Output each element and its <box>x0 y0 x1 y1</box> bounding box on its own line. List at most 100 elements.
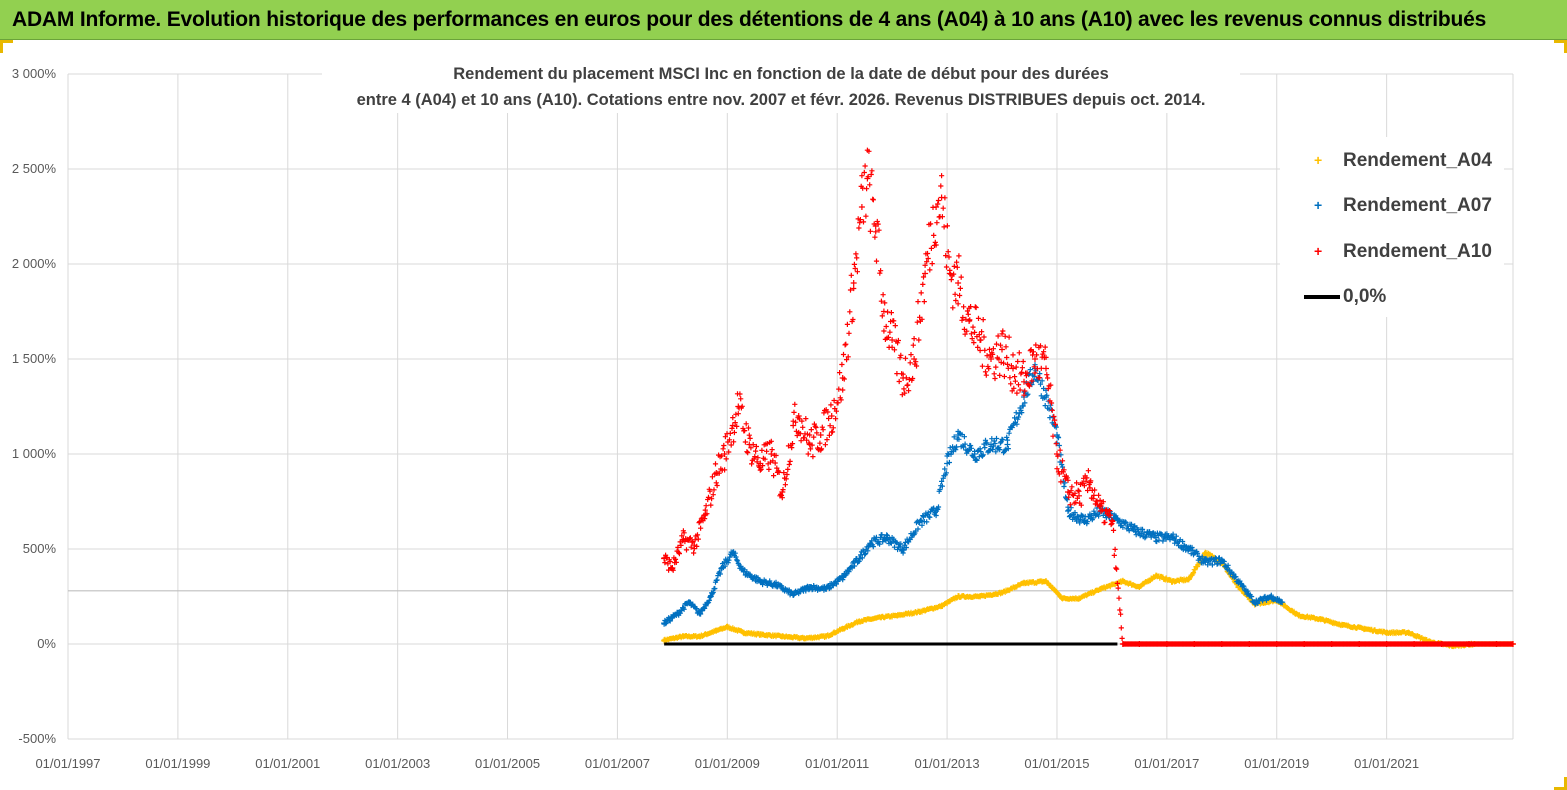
data-point-Rendement_A10 <box>1092 501 1098 507</box>
data-point-Rendement_A10 <box>679 533 685 539</box>
data-point-Rendement_A10 <box>1002 333 1008 339</box>
data-point-Rendement_A07 <box>1249 594 1255 600</box>
data-point-Rendement_A07 <box>1042 403 1048 409</box>
data-point-Rendement_A07 <box>948 451 954 457</box>
data-point-Rendement_A10 <box>975 344 981 350</box>
data-point-Rendement_A10 <box>880 292 886 298</box>
data-point-Rendement_A07 <box>973 456 979 463</box>
data-point-Rendement_A10 <box>731 429 737 436</box>
data-point-Rendement_A10 <box>789 441 796 447</box>
data-point-Rendement_A10 <box>676 551 682 557</box>
data-point-Rendement_A10 <box>928 221 934 227</box>
data-point-Rendement_A07 <box>790 591 797 598</box>
data-point-Rendement_A10 <box>879 313 885 319</box>
data-point-Rendement_A07 <box>1202 559 1209 566</box>
data-point-Rendement_A04 <box>1152 572 1159 579</box>
data-point-Rendement_A10 <box>1024 370 1030 376</box>
data-point-Rendement_A10 <box>1052 417 1058 423</box>
data-point-Rendement_A10 <box>753 448 759 454</box>
data-point-Rendement_A10 <box>807 432 813 438</box>
data-point-Rendement_A07 <box>685 599 692 606</box>
data-point-Rendement_A07 <box>895 546 901 553</box>
data-point-Rendement_A10 <box>818 446 825 452</box>
data-point-Rendement_A04 <box>740 629 747 636</box>
data-point-Rendement_A10 <box>852 265 858 272</box>
data-point-Rendement_A07 <box>705 600 711 606</box>
data-point-Rendement_A10 <box>1027 348 1033 354</box>
data-point-Rendement_A10 <box>955 280 962 286</box>
data-point-Rendement_A10 <box>839 361 845 368</box>
data-point-Rendement_A10 <box>1116 595 1122 601</box>
data-point-Rendement_A10 <box>948 277 954 283</box>
data-point-Rendement_A10 <box>781 470 787 476</box>
data-point-Rendement_A04 <box>878 614 885 621</box>
data-point-Rendement_A10 <box>1043 354 1049 360</box>
data-point-Rendement_A07 <box>661 620 668 627</box>
data-point-Rendement_A10 <box>844 321 850 327</box>
data-point-Rendement_A10 <box>877 270 883 276</box>
corner-mark-bottom-right <box>1554 777 1567 790</box>
data-point-Rendement_A07 <box>943 470 949 476</box>
data-point-Rendement_A10 <box>867 182 873 188</box>
data-point-Rendement_A10 <box>837 370 843 376</box>
data-point-Rendement_A10 <box>800 424 806 430</box>
data-point-Rendement_A10 <box>826 432 832 438</box>
data-point-Rendement_A10 <box>1057 447 1063 453</box>
legend-label-a04: Rendement_A04 <box>1343 150 1492 171</box>
data-point-Rendement_A10 <box>683 547 690 553</box>
data-point-Rendement_A10 <box>1053 441 1059 447</box>
data-point-Rendement_A10 <box>1029 378 1035 384</box>
data-point-Rendement_A10 <box>758 466 764 472</box>
data-point-Rendement_A10 <box>891 347 898 353</box>
data-point-Rendement_A10 <box>702 516 708 522</box>
data-point-Rendement_A10 <box>774 465 780 471</box>
data-point-Rendement_A10 <box>951 263 957 269</box>
data-point-Rendement_A10 <box>738 396 744 402</box>
data-point-Rendement_A10 <box>1052 421 1058 427</box>
data-point-Rendement_A07 <box>867 540 874 547</box>
data-point-Rendement_A10 <box>872 234 878 240</box>
data-point-Rendement_A07 <box>848 564 854 570</box>
data-point-Rendement_A04 <box>894 612 901 619</box>
data-point-Rendement_A10 <box>1048 400 1055 406</box>
data-point-Rendement_A10 <box>776 469 782 475</box>
data-point-Rendement_A10 <box>748 445 754 451</box>
y-tick-label: 1 000% <box>12 446 57 461</box>
data-point-Rendement_A07 <box>927 514 933 520</box>
data-point-Rendement_A10 <box>766 466 772 472</box>
data-point-Rendement_A10 <box>982 347 988 353</box>
legend-item-a07: + Rendement_A07 <box>1280 192 1504 220</box>
data-point-Rendement_A10 <box>984 353 990 359</box>
data-point-Rendement_A07 <box>1245 588 1251 594</box>
data-point-Rendement_A10 <box>726 437 733 443</box>
data-point-Rendement_A07 <box>879 532 885 538</box>
data-point-Rendement_A10 <box>982 369 989 375</box>
data-point-Rendement_A10 <box>1015 358 1021 365</box>
data-point-Rendement_A10 <box>925 255 931 262</box>
data-point-Rendement_A10 <box>729 425 735 431</box>
data-point-Rendement_A10 <box>722 467 728 473</box>
data-point-Rendement_A07 <box>1058 452 1064 458</box>
data-point-Rendement_A10 <box>808 427 814 433</box>
data-point-Rendement_A10 <box>873 229 879 235</box>
data-point-Rendement_A07 <box>903 544 909 551</box>
data-point-Rendement_A07 <box>982 437 989 443</box>
data-point-Rendement_A10 <box>996 356 1002 362</box>
data-point-Rendement_A07 <box>757 578 764 585</box>
data-point-Rendement_A10 <box>939 173 945 179</box>
data-point-Rendement_A10 <box>735 411 741 417</box>
data-point-Rendement_A07 <box>667 618 673 624</box>
y-tick-label: 0% <box>37 636 56 651</box>
data-point-Rendement_A10 <box>1019 369 1025 375</box>
data-point-Rendement_A10 <box>955 301 961 307</box>
data-point-Rendement_A10 <box>1092 487 1098 493</box>
data-point-Rendement_A04 <box>724 623 731 630</box>
data-point-Rendement_A07 <box>962 441 968 447</box>
data-point-Rendement_A07 <box>1054 432 1060 438</box>
data-point-Rendement_A10 <box>833 408 839 414</box>
data-point-Rendement_A10 <box>1118 611 1124 617</box>
data-point-Rendement_A07 <box>870 544 876 550</box>
data-point-Rendement_A07 <box>1004 441 1011 448</box>
data-point-Rendement_A10 <box>687 535 693 541</box>
data-point-Rendement_A10 <box>854 255 860 261</box>
